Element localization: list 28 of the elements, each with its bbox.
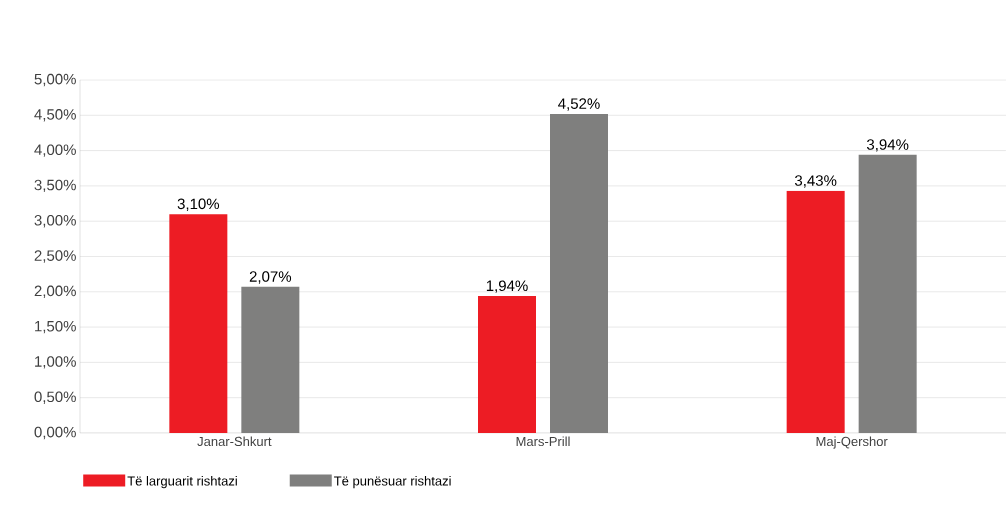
y-tick-label: 1,50% — [35, 320, 76, 334]
legend-label: Të larguarit rishtazi — [127, 476, 237, 489]
y-tick-label: 4,00% — [34, 144, 76, 157]
bar — [550, 113, 608, 433]
data-label: 1,94% — [486, 280, 528, 293]
data-label: 3,94% — [866, 139, 909, 152]
bar — [478, 296, 536, 433]
y-tick-label: 5,00% — [34, 73, 76, 87]
y-tick-label: 4,50% — [34, 109, 76, 122]
y-tick-label: 3,50% — [34, 179, 76, 193]
bar — [858, 154, 917, 433]
x-tick-label: Janar-Shkurt — [197, 436, 272, 447]
data-label: 3,43% — [794, 175, 837, 188]
y-tick-label: 2,50% — [34, 250, 76, 263]
data-label: 4,52% — [558, 98, 600, 111]
bar — [169, 214, 228, 433]
legend-label: Të punësuar rishtazi — [334, 476, 451, 489]
bar — [786, 190, 845, 433]
y-tick-label: 0,00% — [34, 426, 76, 440]
y-tick-label: 1,00% — [35, 356, 76, 369]
x-tick-label: Mars-Prill — [516, 436, 570, 447]
x-tick-label: Maj-Qershor — [816, 436, 888, 449]
data-label: 3,10% — [177, 198, 220, 211]
y-tick-label: 3,00% — [34, 214, 76, 228]
data-label: 2,07% — [249, 271, 292, 284]
bar — [241, 286, 300, 433]
y-tick-label: 2,00% — [34, 285, 76, 298]
y-tick-label: 0,50% — [34, 391, 76, 404]
